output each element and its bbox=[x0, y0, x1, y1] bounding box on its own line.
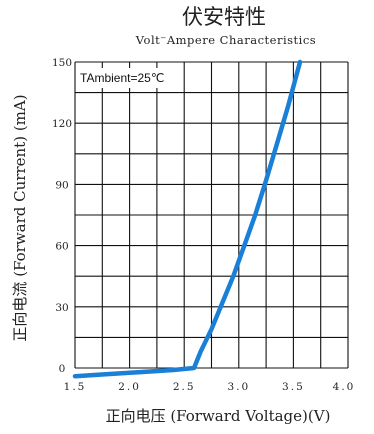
annotation-box bbox=[76, 68, 169, 88]
x-tick-label: 2.5 bbox=[173, 381, 196, 393]
x-tick-label: 1.5 bbox=[64, 381, 87, 393]
y-tick-label: 0 bbox=[59, 363, 66, 375]
y-tick-label: 60 bbox=[55, 241, 68, 253]
y-tick-label: 120 bbox=[52, 118, 72, 130]
y-tick-labels: 0 30 60 90 120 150 bbox=[52, 57, 72, 375]
y-tick-label: 150 bbox=[52, 57, 72, 69]
x-tick-labels: 1.5 2.0 2.5 3.0 3.5 4.0 bbox=[64, 381, 356, 393]
x-tick-label: 3.0 bbox=[227, 381, 250, 393]
grid bbox=[74, 61, 349, 369]
ambient-annotation: TAmbient=25℃ bbox=[80, 71, 164, 85]
y-tick-label: 30 bbox=[55, 302, 68, 314]
y-axis-label: 正向电流 (Forward Current) (mA) bbox=[11, 94, 29, 341]
chart-title: 伏安特性 bbox=[182, 5, 266, 29]
y-tick-label: 90 bbox=[55, 179, 68, 191]
x-tick-label: 3.5 bbox=[282, 381, 305, 393]
x-axis-label: 正向电压 (Forward Voltage)(V) bbox=[106, 407, 331, 425]
x-tick-label: 4.0 bbox=[333, 381, 356, 393]
x-tick-label: 2.0 bbox=[118, 381, 141, 393]
series-line bbox=[72, 59, 303, 379]
chart-subtitle: Volt⁻Ampere Characteristics bbox=[135, 33, 316, 47]
